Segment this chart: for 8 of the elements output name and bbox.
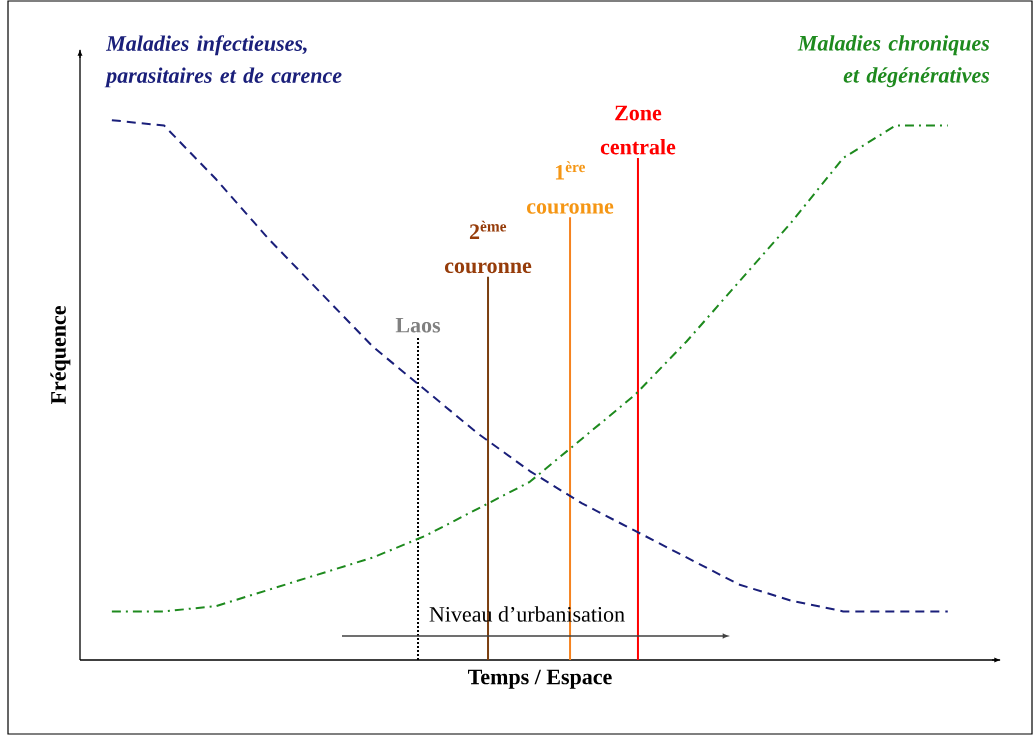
series-label: Maladies infectieuses, parasitaires et de carence [104, 35, 342, 88]
annotation: Laos [395, 317, 441, 333]
y-axis-title: Fréquence [50, 306, 71, 405]
text: Maladies chroniques et dégénératives [797, 35, 990, 88]
text: 2$^{ème}$ couronne [444, 220, 532, 274]
text: 1$^{ère}$ couronne [527, 161, 614, 214]
annotation: Zone centrale [600, 105, 676, 155]
x-axis-title: Temps / Espace [468, 669, 612, 689]
